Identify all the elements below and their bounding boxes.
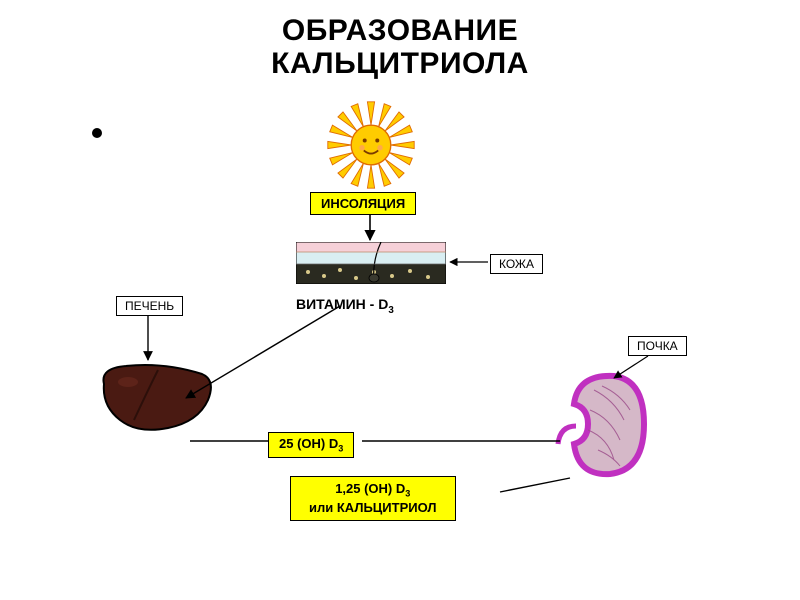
- calcitriol-line2: или КАЛЬЦИТРИОЛ: [309, 500, 437, 516]
- calcitriol-box: 1,25 (OH) D3 или КАЛЬЦИТРИОЛ: [290, 476, 456, 521]
- vitamin-d3-sub: 3: [388, 305, 393, 316]
- 25ohd3-sub: 3: [338, 444, 343, 454]
- calcitriol-sub: 3: [405, 489, 410, 499]
- 25ohd3-box: 25 (OH) D3: [268, 432, 354, 458]
- vitamin-d3-label: ВИТАМИН - D3: [296, 296, 394, 316]
- skin-label-box: КОЖА: [490, 254, 543, 274]
- page-title: ОБРАЗОВАНИЕ КАЛЬЦИТРИОЛА: [0, 14, 800, 80]
- skin-icon: [296, 242, 446, 284]
- 25ohd3-prefix: 25 (OH) D: [279, 436, 338, 451]
- insolation-box: ИНСОЛЯЦИЯ: [310, 192, 416, 215]
- kidney-icon: [554, 370, 648, 480]
- diagram-stage: ОБРАЗОВАНИЕ КАЛЬЦИТРИОЛА: [0, 0, 800, 600]
- sun-icon: [326, 100, 416, 190]
- calcitriol-prefix: 1,25 (OH) D: [335, 481, 405, 496]
- liver-icon: [98, 360, 216, 434]
- vitamin-d3-prefix: ВИТАМИН - D: [296, 296, 388, 312]
- liver-label-box: ПЕЧЕНЬ: [116, 296, 183, 316]
- kidney-label-box: ПОЧКА: [628, 336, 687, 356]
- bullet-dot: [92, 128, 102, 138]
